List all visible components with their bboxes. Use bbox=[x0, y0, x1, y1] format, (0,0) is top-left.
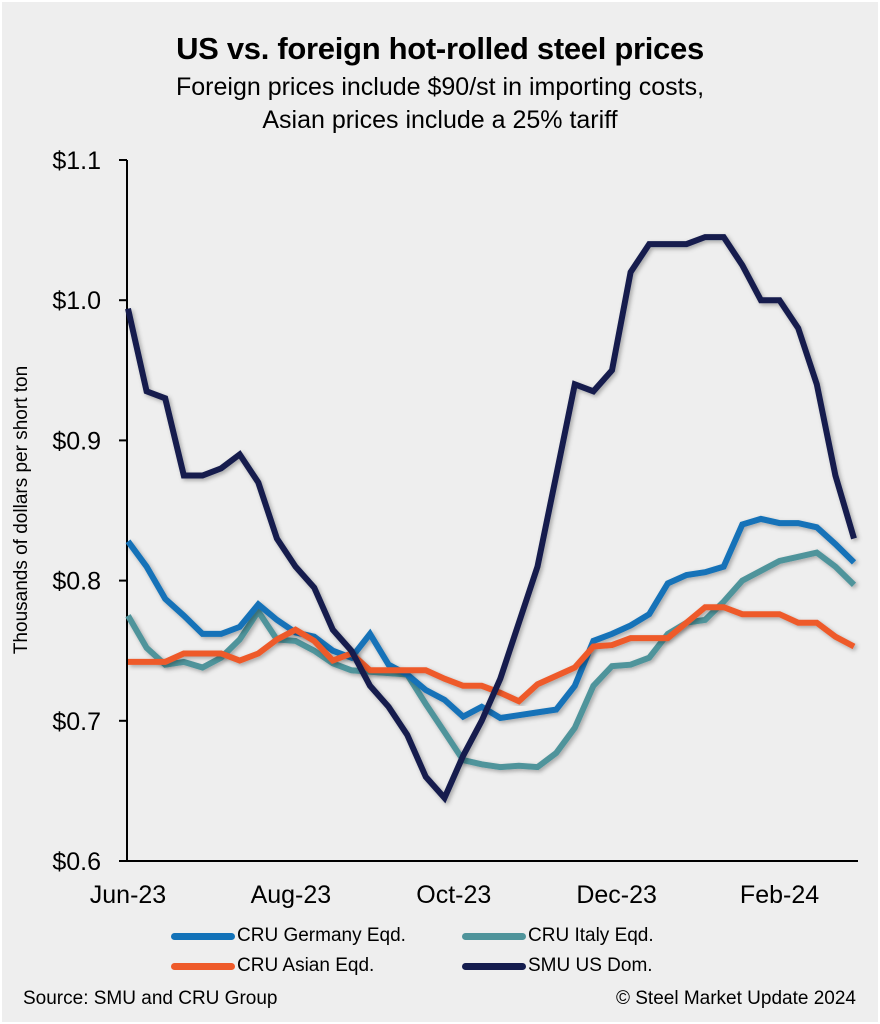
legend-item-germany: CRU Germany Eqd. bbox=[171, 925, 406, 947]
legend-item-asian: CRU Asian Eqd. bbox=[171, 955, 374, 977]
chart-title: US vs. foreign hot-rolled steel prices bbox=[176, 31, 704, 66]
y-tick-label: $1.1 bbox=[52, 147, 101, 175]
y-axis-label: Thousands of dollars per short ton bbox=[11, 366, 32, 654]
legend-label-asian: CRU Asian Eqd. bbox=[237, 955, 375, 976]
series-smu-us-dom bbox=[125, 234, 857, 804]
chart-subtitle-line-1: Foreign prices include $90/st in importi… bbox=[175, 73, 705, 101]
x-tick-label: Feb-24 bbox=[740, 881, 819, 909]
y-tick-label: $0.7 bbox=[52, 708, 101, 736]
x-tick-label: Aug-23 bbox=[251, 881, 332, 909]
copyright-note: © Steel Market Update 2024 bbox=[615, 988, 856, 1009]
series-cru-asian-eqd bbox=[128, 604, 856, 705]
legend-label-germany: CRU Germany Eqd. bbox=[237, 925, 406, 946]
y-tick-label: $0.6 bbox=[52, 848, 101, 876]
legend-label-italy: CRU Italy Eqd. bbox=[528, 925, 654, 946]
legend-label-smu: SMU US Dom. bbox=[528, 955, 653, 976]
series-line bbox=[125, 515, 857, 722]
legend-swatch-germany bbox=[171, 932, 235, 940]
series-line bbox=[125, 234, 857, 804]
x-tick-label: Jun-23 bbox=[90, 881, 166, 909]
y-tick-label: $0.9 bbox=[52, 427, 101, 455]
chart-subtitle-line-2: Asian prices include a 25% tariff bbox=[262, 106, 618, 134]
series-line bbox=[128, 604, 856, 705]
series-line bbox=[125, 549, 857, 771]
x-tick-label: Dec-23 bbox=[576, 881, 657, 909]
legend-swatch-italy bbox=[462, 932, 526, 940]
legend-item-smu: SMU US Dom. bbox=[462, 955, 653, 977]
series-cru-italy-eqd bbox=[125, 549, 857, 771]
y-tick-label: $1.0 bbox=[52, 287, 101, 315]
source-note: Source: SMU and CRU Group bbox=[23, 988, 278, 1009]
legend-swatch-asian bbox=[171, 962, 235, 970]
y-tick-label: $0.8 bbox=[52, 568, 101, 596]
legend-item-italy: CRU Italy Eqd. bbox=[462, 925, 654, 947]
series-cru-germany-eqd bbox=[125, 515, 857, 722]
legend-swatch-smu bbox=[462, 962, 526, 970]
x-tick-label: Oct-23 bbox=[416, 881, 491, 909]
